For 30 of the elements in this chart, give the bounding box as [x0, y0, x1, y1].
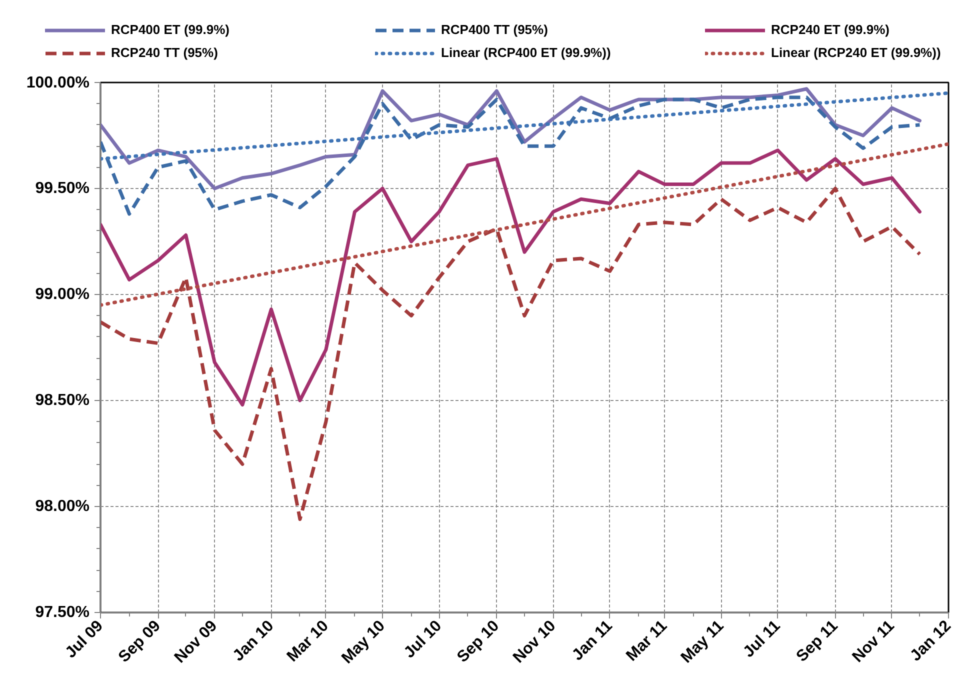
x-tick-label: May 11	[678, 617, 728, 667]
legend-label: RCP240 TT (95%)	[111, 45, 219, 60]
x-tick-label: Mar 10	[284, 617, 332, 666]
x-tick-label: Nov 11	[849, 617, 898, 666]
legend-label: Linear (RCP240 ET (99.9%))	[771, 45, 942, 60]
x-tick-label: Nov 09	[172, 617, 221, 667]
x-tick-label: Jan 12	[907, 617, 954, 665]
x-tick-label: Jan 10	[230, 617, 278, 665]
legend-label: RCP240 ET (99.9%)	[771, 22, 890, 37]
y-tick-label: 100.00%	[26, 74, 90, 92]
line-series	[100, 148, 922, 406]
x-tick-label: May 10	[338, 617, 389, 668]
x-tick-label: Jan 11	[569, 617, 616, 664]
y-tick-label: 98.00%	[35, 498, 90, 515]
x-tick-label: Sep 09	[116, 617, 164, 666]
x-tick-label: Jul 11	[740, 617, 784, 661]
line-series	[100, 96, 922, 216]
line-series	[100, 87, 922, 190]
x-tick-label: Mar 11	[623, 617, 671, 665]
x-tick-label: Jul 10	[401, 617, 446, 662]
legend-label: Linear (RCP400 ET (99.9%))	[441, 45, 612, 60]
y-tick-label: 98.50%	[35, 392, 90, 409]
line-series	[100, 186, 922, 521]
y-tick-label: 99.00%	[35, 286, 90, 303]
legend-label: RCP400 TT (95%)	[441, 22, 549, 37]
x-tick-label: Sep 10	[454, 617, 503, 666]
y-tick-label: 99.50%	[35, 180, 90, 197]
x-tick-label: Nov 10	[510, 617, 560, 667]
legend-label: RCP400 ET (99.9%)	[111, 22, 230, 37]
x-tick-label: Sep 11	[793, 617, 842, 666]
